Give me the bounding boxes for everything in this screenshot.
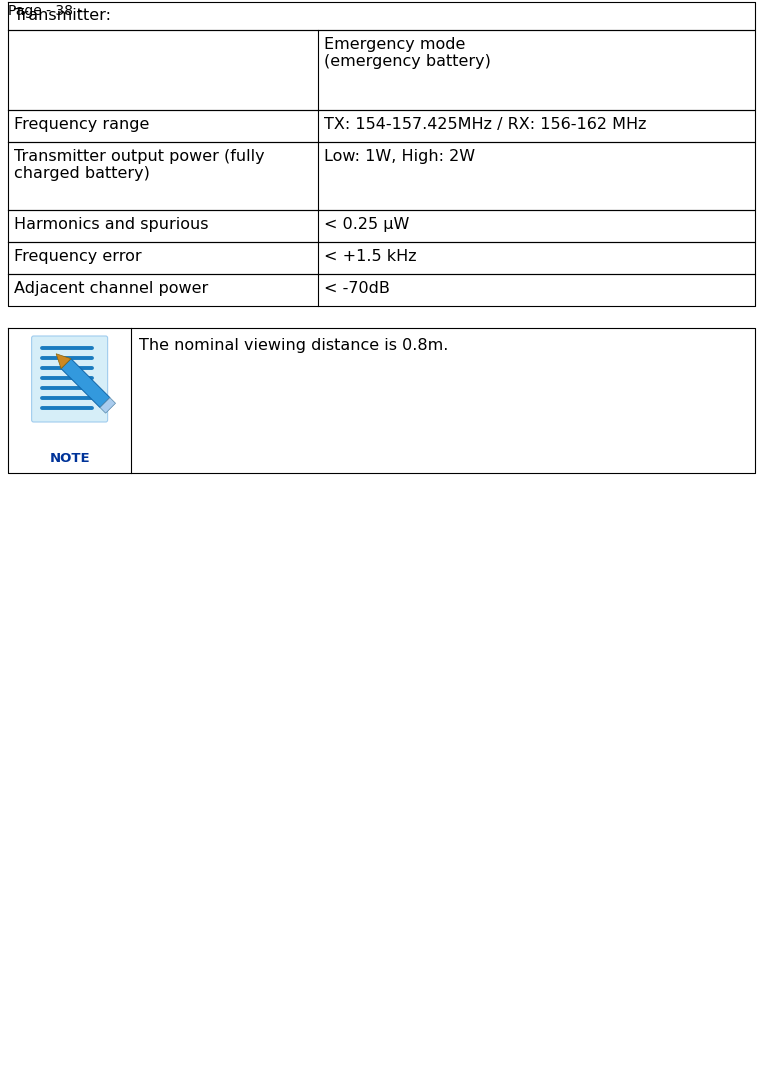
- Text: Transmitter output power (fully
charged battery): Transmitter output power (fully charged …: [14, 149, 265, 181]
- Text: Adjacent channel power: Adjacent channel power: [14, 281, 208, 296]
- Text: Frequency error: Frequency error: [14, 249, 142, 264]
- Text: Page - 38 -: Page - 38 -: [8, 4, 82, 17]
- Text: Low: 1W, High: 2W: Low: 1W, High: 2W: [324, 149, 475, 164]
- Text: Harmonics and spurious: Harmonics and spurious: [14, 217, 208, 232]
- Text: < -70dB: < -70dB: [324, 281, 390, 296]
- Text: Frequency range: Frequency range: [14, 117, 150, 132]
- Text: < +1.5 kHz: < +1.5 kHz: [324, 249, 417, 264]
- FancyBboxPatch shape: [31, 336, 108, 422]
- Text: < 0.25 μW: < 0.25 μW: [324, 217, 410, 232]
- Polygon shape: [56, 353, 71, 369]
- Polygon shape: [100, 397, 115, 413]
- Text: TX: 154-157.425MHz / RX: 156-162 MHz: TX: 154-157.425MHz / RX: 156-162 MHz: [324, 117, 646, 132]
- Text: Emergency mode
(emergency battery): Emergency mode (emergency battery): [324, 37, 491, 70]
- Text: The nominal viewing distance is 0.8m.: The nominal viewing distance is 0.8m.: [140, 338, 449, 353]
- Polygon shape: [61, 359, 110, 408]
- Text: Transmitter:: Transmitter:: [14, 8, 111, 23]
- Text: NOTE: NOTE: [50, 452, 90, 465]
